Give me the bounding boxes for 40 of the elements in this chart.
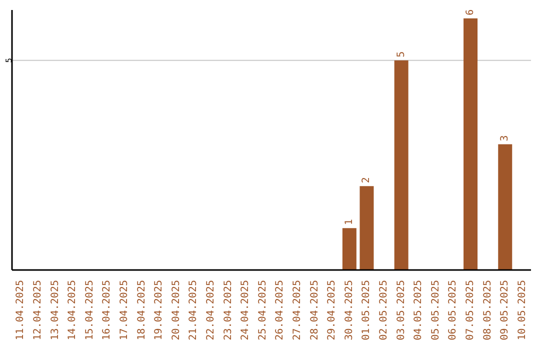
x-tick-label: 09.05.2025 [500,280,511,340]
x-tick-label: 05.05.2025 [430,280,442,340]
x-tick-label: 07.05.2025 [464,280,476,340]
x-tick-label: 21.04.2025 [188,280,200,340]
x-tick-label: 14.04.2025 [67,280,78,340]
x-tick-label: 11.04.2025 [15,280,26,340]
data-label: 6 [465,9,476,16]
x-tick-label: 19.04.2025 [154,280,165,340]
bar [394,60,408,270]
x-tick-label: 15.04.2025 [84,280,96,340]
x-tick-label: 01.05.2025 [361,280,372,340]
x-tick-label: 26.04.2025 [274,280,286,340]
x-tick-label: 29.04.2025 [326,280,338,340]
data-label: 5 [396,51,407,58]
x-tick-label: 24.04.2025 [240,280,252,340]
data-label: 1 [344,219,355,226]
x-tick-label: 06.05.2025 [448,280,459,340]
data-label: 3 [500,135,511,142]
x-tick-label: 16.04.2025 [102,280,113,340]
bar [498,144,512,270]
bar [464,18,478,270]
x-tick-label: 13.04.2025 [50,280,61,340]
x-tick-label: 18.04.2025 [136,280,148,340]
data-label: 2 [361,177,372,184]
x-tick-label: 30.04.2025 [344,280,355,340]
x-tick-label: 03.05.2025 [396,280,407,340]
bar [342,228,356,270]
x-tick-label: 22.04.2025 [205,280,216,340]
x-tick-label: 04.05.2025 [413,280,424,340]
x-tick-label: 20.04.2025 [170,280,182,340]
bar [360,186,374,270]
x-tick-label: 27.04.2025 [292,280,303,340]
x-tick-label: 10.05.2025 [516,280,528,340]
x-tick-label: 23.04.2025 [222,280,234,340]
x-tick-label: 17.04.2025 [118,280,130,340]
x-tick-label: 28.04.2025 [309,280,320,340]
x-tick-label: 02.05.2025 [378,280,390,340]
x-tick-label: 08.05.2025 [482,280,494,340]
x-tick-label: 12.04.2025 [32,280,44,340]
x-tick-label: 25.04.2025 [257,280,268,340]
